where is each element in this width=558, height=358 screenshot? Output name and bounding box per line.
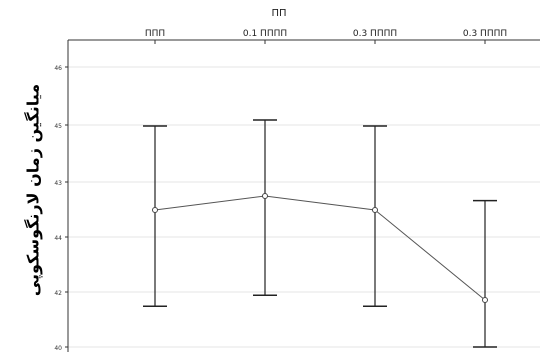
y-tick-label: 45	[54, 123, 62, 130]
chart-title: ΠΠ	[271, 8, 287, 19]
y-tick-label: 44	[54, 235, 62, 242]
x-tick-label: ΠΠΠ	[145, 29, 165, 39]
x-tick-label: 0.3 ΠΠΠΠ	[463, 29, 507, 39]
series-line	[154, 195, 486, 301]
data-point	[372, 207, 378, 213]
x-tick-label: 0.3 ΠΠΠΠ	[353, 29, 397, 39]
y-tick-label: 40	[54, 345, 62, 352]
y-tick-label: 42	[54, 290, 62, 297]
y-tick-label: 43	[54, 180, 62, 187]
data-point	[152, 207, 158, 213]
data-point	[262, 193, 268, 199]
data-point	[482, 297, 488, 303]
x-tick-label: 0.1 ΠΠΠΠ	[243, 29, 287, 39]
y-tick-label: 46	[54, 65, 62, 72]
